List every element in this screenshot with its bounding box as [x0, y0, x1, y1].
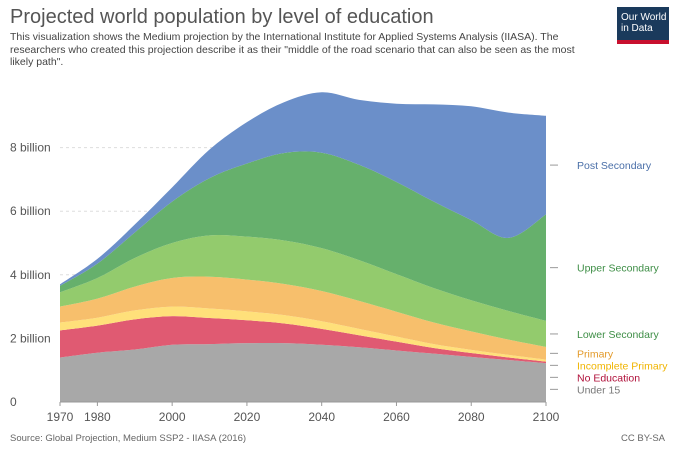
- y-axis: 0 2 billion 4 billion 6 billion 8 billion: [10, 141, 51, 409]
- area-incomplete-primary: [60, 306, 546, 362]
- x-axis: 1970 1980 2000 2020 2040 2060 2080 2100: [47, 401, 560, 424]
- x-tick-label: 1980: [84, 410, 111, 424]
- y-tick-label: 6 billion: [10, 204, 51, 218]
- logo-line-1: Our World: [621, 12, 667, 23]
- stacked-areas: [60, 92, 546, 402]
- y-tick-label: 0: [10, 395, 17, 409]
- chart-subtitle: This visualization shows the Medium proj…: [10, 31, 575, 68]
- x-tick-label: 2100: [533, 410, 560, 424]
- license-note: CC BY-SA: [621, 433, 665, 444]
- x-tick-label: 2040: [308, 410, 335, 424]
- x-tick-label: 2080: [458, 410, 485, 424]
- area-lower-secondary: [60, 235, 546, 347]
- legend-label-upper-secondary: Upper Secondary: [577, 263, 659, 275]
- y-tick-label: 2 billion: [10, 331, 51, 345]
- x-tick-label: 2060: [383, 410, 410, 424]
- x-tick-label: 1970: [47, 410, 74, 424]
- area-under-15: [60, 343, 546, 402]
- legend-label-primary: Primary: [577, 348, 614, 360]
- legend-label-under-15: Under 15: [577, 384, 620, 396]
- legend: Post Secondary Upper Secondary Lower Secon…: [550, 160, 668, 396]
- area-no-education: [60, 316, 546, 364]
- legend-label-lower-secondary: Lower Secondary: [577, 329, 659, 341]
- logo-line-2: in Data: [621, 23, 653, 34]
- y-tick-label: 4 billion: [10, 268, 51, 282]
- logo-accent-bar: [617, 40, 669, 44]
- area-post-secondary: [60, 92, 546, 286]
- source-note: Source: Global Projection, Medium SSP2 -…: [10, 433, 247, 444]
- chart-title: Projected world population by level of e…: [10, 6, 434, 28]
- owid-logo[interactable]: Our World in Data: [617, 7, 669, 44]
- legend-label-no-education: No Education: [577, 372, 640, 384]
- x-tick-label: 2020: [234, 410, 261, 424]
- area-primary: [60, 276, 546, 360]
- area-upper-secondary: [60, 151, 546, 321]
- x-tick-label: 2000: [159, 410, 186, 424]
- y-tick-label: 8 billion: [10, 141, 51, 155]
- legend-label-incomplete-primary: Incomplete Primary: [577, 360, 668, 372]
- legend-label-post-secondary: Post Secondary: [577, 160, 652, 172]
